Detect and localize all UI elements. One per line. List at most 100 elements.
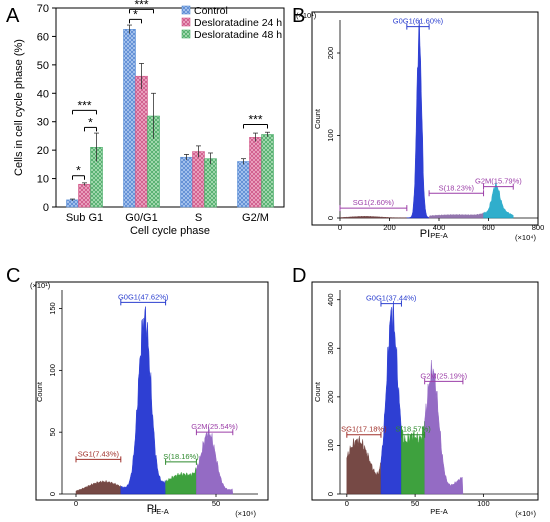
y-axis-label: Cells in cell cycle phase (%) xyxy=(13,39,25,176)
panel-letter-c: C xyxy=(6,265,20,287)
y-tick-label: 30 xyxy=(37,117,49,129)
x-tick-label: 400 xyxy=(433,223,446,232)
y-tick-label: 100 xyxy=(326,439,335,452)
x-tick-label: G2/M xyxy=(242,212,269,224)
panel-letter-d: D xyxy=(292,265,306,287)
x-tick-label: G0/G1 xyxy=(125,212,157,224)
y-tick-label: 100 xyxy=(326,129,335,142)
significance-label: *** xyxy=(248,113,262,127)
gate-label: G2M(25.54%) xyxy=(191,422,238,431)
legend-label: Control xyxy=(194,5,228,17)
outer-axis-label: PI xyxy=(147,503,157,515)
gate-label: SG1(7.43%) xyxy=(78,449,120,458)
y-multiplier: (×10¹) xyxy=(296,11,317,20)
gate-label: G2M(15.79%) xyxy=(475,177,522,186)
y-tick-label: 70 xyxy=(37,3,49,15)
panel-frame xyxy=(311,11,539,226)
legend-label: Desloratadine 24 h xyxy=(194,17,282,29)
gate-label: SG1(17.18%) xyxy=(341,425,387,434)
x-tick-label: 100 xyxy=(477,499,490,508)
histogram-segment xyxy=(380,300,402,495)
x-axis-label: PE-A xyxy=(430,507,448,516)
significance-label: * xyxy=(88,115,93,129)
x-tick-label: 0 xyxy=(74,499,78,508)
x-tick-label: 50 xyxy=(411,499,419,508)
y-tick-label: 150 xyxy=(48,302,57,315)
x-tick-label: Sub G1 xyxy=(66,212,103,224)
legend-label: Desloratadine 48 h xyxy=(194,29,282,41)
bar xyxy=(237,161,250,208)
panel-letter-b: B xyxy=(292,5,305,27)
significance-label: *** xyxy=(134,0,148,11)
y-tick-label: 0 xyxy=(48,492,57,496)
gate-label: G0G1(37.44%) xyxy=(366,294,417,303)
gate-label: G0G1(61.60%) xyxy=(393,17,444,26)
gate-label: S(18.57%) xyxy=(395,425,431,434)
y-tick-label: 0 xyxy=(326,492,335,496)
x-tick-label: S xyxy=(195,212,202,224)
legend-swatch xyxy=(181,17,191,27)
histogram-segment xyxy=(346,436,382,495)
y-tick-label: 200 xyxy=(326,391,335,404)
bar xyxy=(261,134,274,208)
histogram-segment xyxy=(165,467,197,495)
panel-frame xyxy=(35,281,269,501)
significance-label: * xyxy=(133,7,138,21)
x-tick-label: 50 xyxy=(212,499,220,508)
y-tick-label: 50 xyxy=(37,60,49,72)
y-multiplier: (×10¹) xyxy=(30,281,51,290)
legend-swatch xyxy=(181,29,191,39)
histogram-segment xyxy=(75,479,122,495)
gate-label: G2M(25.19%) xyxy=(420,371,467,380)
bar xyxy=(135,75,148,208)
histogram-segment xyxy=(339,215,408,219)
y-tick-label: 0 xyxy=(326,216,335,220)
gate-label: G0G1(47.62%) xyxy=(118,292,169,301)
histogram-panel-c: SG1(7.43%) G0G1(47.62%) S(18.16%) G2M(25.54… xyxy=(30,281,269,518)
histogram-segment xyxy=(424,359,464,495)
gate-label: S(18.16%) xyxy=(163,452,199,461)
bar xyxy=(249,137,262,208)
y-tick-label: 60 xyxy=(37,31,49,43)
histogram-segment xyxy=(428,211,484,219)
y-tick-label: 10 xyxy=(37,174,49,186)
y-tick-label: 300 xyxy=(326,342,335,355)
bar xyxy=(204,158,217,208)
histogram-segment xyxy=(196,426,234,495)
y-axis-label: Count xyxy=(313,108,322,129)
significance-label: * xyxy=(76,164,81,178)
histogram-panel-d: SG1(17.18%) G0G1(37.44%) S(18.57%) G2M(25.1… xyxy=(311,281,539,518)
y-tick-label: 400 xyxy=(326,293,335,306)
x-tick-label: 200 xyxy=(383,223,396,232)
bar xyxy=(123,29,136,208)
y-tick-label: 40 xyxy=(37,88,49,100)
x-axis-label: PE-A xyxy=(151,507,169,516)
x-multiplier: (×10⁶) xyxy=(515,509,536,518)
x-tick-label: 0 xyxy=(345,499,349,508)
legend-swatch xyxy=(181,5,191,15)
bar xyxy=(66,199,79,208)
histogram-segment xyxy=(483,181,514,219)
x-tick-label: 800 xyxy=(532,223,545,232)
y-tick-label: 0 xyxy=(43,202,49,214)
outer-axis-label: PI xyxy=(420,228,430,240)
bar xyxy=(192,151,205,208)
plot-frame xyxy=(55,7,285,208)
x-tick-label: 0 xyxy=(338,223,342,232)
x-multiplier: (×10⁶) xyxy=(235,509,256,518)
y-tick-label: 100 xyxy=(48,364,57,377)
histogram-segment xyxy=(401,421,425,495)
x-axis-label: Cell cycle phase xyxy=(130,225,210,237)
bar xyxy=(78,183,91,208)
x-axis-label: PE-A xyxy=(430,231,448,240)
bar-chart-panel: 0 10 20 30 40 50 60 70 Cells in cell cycle phase… xyxy=(13,0,285,237)
y-tick-label: 50 xyxy=(48,428,57,436)
panel-frame xyxy=(311,281,539,501)
x-multiplier: (×10⁴) xyxy=(515,233,536,242)
histogram-segment xyxy=(406,19,430,219)
x-tick-label: 600 xyxy=(482,223,495,232)
gate-label: S(18.23%) xyxy=(439,183,475,192)
y-axis-label: Count xyxy=(35,381,44,402)
panel-letter-a: A xyxy=(6,5,20,27)
